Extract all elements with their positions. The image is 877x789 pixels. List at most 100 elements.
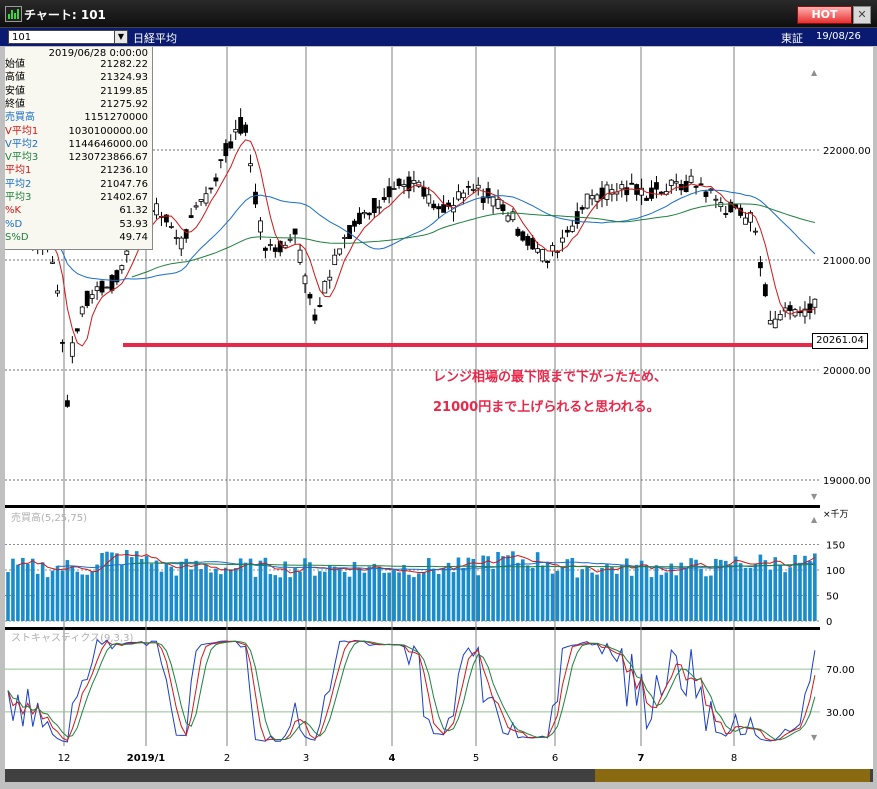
candle-body <box>401 184 407 187</box>
scroll-up-icon[interactable]: ▲ <box>811 515 818 524</box>
candle-body <box>564 229 570 233</box>
volume-bar <box>189 569 193 621</box>
candle-body <box>104 286 110 289</box>
candle-body <box>173 236 179 239</box>
volume-bar <box>303 558 307 621</box>
scroll-down-icon[interactable]: ▼ <box>811 733 818 742</box>
volume-bar <box>674 575 679 621</box>
info-date: 2019/06/28 0:00:00 <box>48 48 148 59</box>
chart-canvas[interactable]: 22000.0021000.0020000.0019000.0015010050… <box>5 47 873 782</box>
date-tick-label: 2019/1 <box>127 753 165 764</box>
scrollbar-thumb <box>595 769 870 782</box>
volume-bar <box>402 565 406 621</box>
volume-bar <box>144 555 149 621</box>
candle-body <box>629 182 635 185</box>
candle-body <box>223 143 229 157</box>
info-value: 21236.10 <box>100 165 148 177</box>
scroll-up-icon[interactable]: ▲ <box>811 68 818 77</box>
volume-bar <box>753 563 758 621</box>
volume-bar <box>377 566 382 621</box>
info-value: 1030100000.00 <box>68 125 148 137</box>
info-row: %K 61.32 <box>5 204 152 217</box>
candle-body <box>421 186 427 197</box>
volume-bar <box>40 562 45 621</box>
candle-body <box>124 250 130 255</box>
volume-bar <box>392 570 396 621</box>
volume-tick-label: 0 <box>826 617 832 628</box>
volume-bar <box>253 576 258 621</box>
candle-body <box>673 181 679 184</box>
volume-bar <box>664 572 669 621</box>
volume-bar <box>164 563 169 621</box>
candle-body <box>465 185 471 188</box>
candle-body <box>812 298 818 308</box>
volume-bar <box>35 573 40 621</box>
chevron-down-icon[interactable]: ▼ <box>114 30 128 44</box>
volume-bar <box>699 568 703 621</box>
volume-bar <box>219 574 223 621</box>
info-row: 平均3 21402.67 <box>5 191 152 204</box>
annotation-line-2: 21000円まで上げられると思われる。 <box>433 400 660 415</box>
info-label: 高値 <box>5 72 25 84</box>
candle-body <box>272 247 278 252</box>
volume-ma1-line <box>17 553 816 574</box>
info-label: 平均1 <box>5 165 32 177</box>
info-row: 高値 21324.93 <box>5 71 152 84</box>
volume-bar <box>298 571 302 621</box>
volume-bar <box>357 567 362 621</box>
ma3-line <box>131 203 816 278</box>
candle-body <box>767 320 773 325</box>
volume-bar <box>407 574 411 621</box>
candle-body <box>713 198 719 201</box>
candle-body <box>188 215 194 218</box>
volume-bar <box>669 563 674 621</box>
info-label: 平均3 <box>5 192 32 203</box>
volume-bar <box>352 562 357 621</box>
volume-bar <box>778 565 782 621</box>
volume-bar <box>417 573 421 621</box>
candle-body <box>267 244 273 246</box>
volume-bar <box>268 574 273 621</box>
volume-bar <box>179 561 184 621</box>
info-label: 始値 <box>5 59 25 70</box>
candle-body <box>357 212 362 225</box>
candle-body <box>50 261 55 264</box>
candle-body <box>500 204 506 211</box>
candle-body <box>456 191 461 200</box>
volume-bar <box>506 555 510 621</box>
volume-bar <box>387 572 391 621</box>
candle-body <box>65 400 70 407</box>
volume-bar <box>238 558 243 621</box>
candle-body <box>530 237 536 250</box>
volume-bar <box>323 571 327 621</box>
candle-body <box>698 183 704 186</box>
volume-bar <box>194 560 198 621</box>
volume-bar <box>243 562 248 621</box>
candle-body <box>287 238 293 241</box>
chart-date: 19/08/26 <box>816 31 861 42</box>
hot-button[interactable]: HOT <box>797 6 852 24</box>
candle-body <box>352 220 357 227</box>
info-label: V平均2 <box>5 138 39 150</box>
close-button[interactable]: ✕ <box>853 6 871 24</box>
volume-bar <box>154 560 159 621</box>
candle-body <box>604 184 610 200</box>
volume-bar <box>516 562 520 621</box>
volume-bar <box>16 564 20 621</box>
candle-body <box>376 206 382 209</box>
candle-body <box>762 284 768 297</box>
volume-bar <box>649 577 654 621</box>
volume-bar <box>105 551 109 621</box>
info-row: V平均1 1030100000.00 <box>5 125 152 138</box>
candle-body <box>619 184 625 190</box>
symbol-input[interactable]: 101 <box>8 30 124 44</box>
info-value: 1144646000.00 <box>68 138 148 150</box>
volume-bar <box>431 568 436 621</box>
candle-body <box>337 248 343 255</box>
info-label: %D <box>5 218 23 230</box>
scroll-down-icon[interactable]: ▼ <box>811 492 818 501</box>
candle-body <box>307 293 313 299</box>
candle-body <box>361 211 367 215</box>
volume-bar <box>120 564 124 621</box>
candle-body <box>297 249 303 263</box>
